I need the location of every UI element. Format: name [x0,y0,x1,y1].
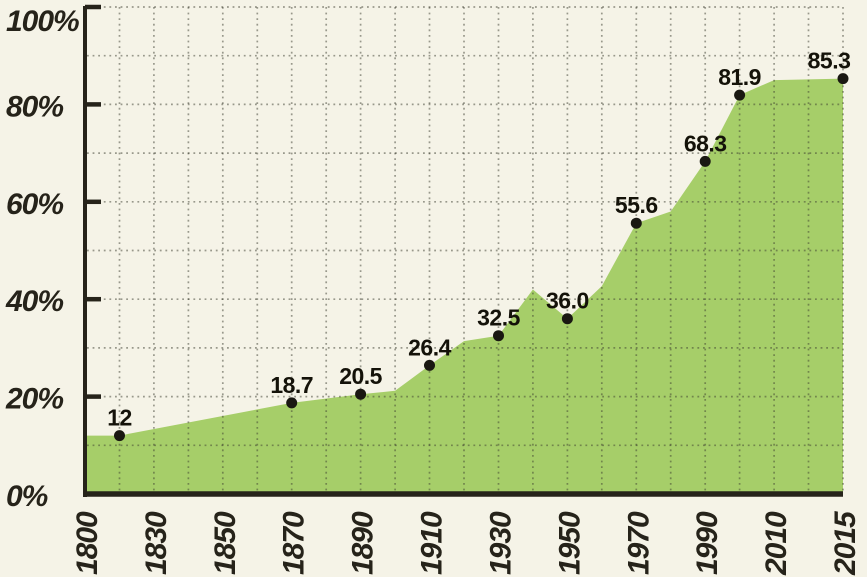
x-axis-tick-label: 1930 [485,511,518,575]
data-point-label: 68.3 [684,130,727,156]
data-point-marker [493,330,504,342]
y-axis-tick-label: 40% [5,285,63,318]
x-axis-tick-label: 1950 [553,511,586,575]
data-point-label: 36.0 [546,288,589,314]
x-axis-tick-label: 1850 [209,511,242,575]
y-axis-tick-label: 100% [6,5,79,38]
y-axis-tick-label: 80% [6,90,63,123]
data-point-marker [561,313,573,325]
x-axis-tick-label: 1800 [71,511,104,575]
x-axis-tick-label: 2010 [760,511,793,576]
data-point-marker [286,397,298,409]
x-axis-tick-label: 2015 [829,510,862,576]
x-axis-tick-label: 1830 [140,511,173,575]
data-point-label: 85.3 [808,48,851,74]
data-point-label: 18.7 [270,372,313,398]
data-point-label: 81.9 [718,64,761,90]
data-point-marker [114,430,125,442]
data-point-marker [424,359,435,371]
x-axis-tick-label: 1890 [347,511,380,575]
x-axis-tick-label: 1970 [622,511,655,575]
data-point-marker [630,217,642,229]
y-axis-tick-label: 20% [5,383,63,416]
data-point-label: 26.4 [408,334,451,360]
x-axis-tick-label: 1910 [416,511,449,575]
data-point-label: 20.5 [339,363,382,389]
x-axis-tick-label: 1870 [278,511,311,575]
x-axis-tick-label: 1990 [691,511,724,575]
data-point-label: 55.6 [615,192,658,218]
data-point-marker [699,155,711,167]
data-point-label: 12 [107,405,132,431]
y-axis-tick-label: 60% [6,188,63,221]
data-point-marker [837,73,849,85]
area-fill [85,78,843,494]
data-point-marker [734,89,746,101]
y-axis-tick-label: 0% [6,480,48,513]
data-point-marker [355,388,367,400]
data-point-label: 32.5 [477,305,520,331]
